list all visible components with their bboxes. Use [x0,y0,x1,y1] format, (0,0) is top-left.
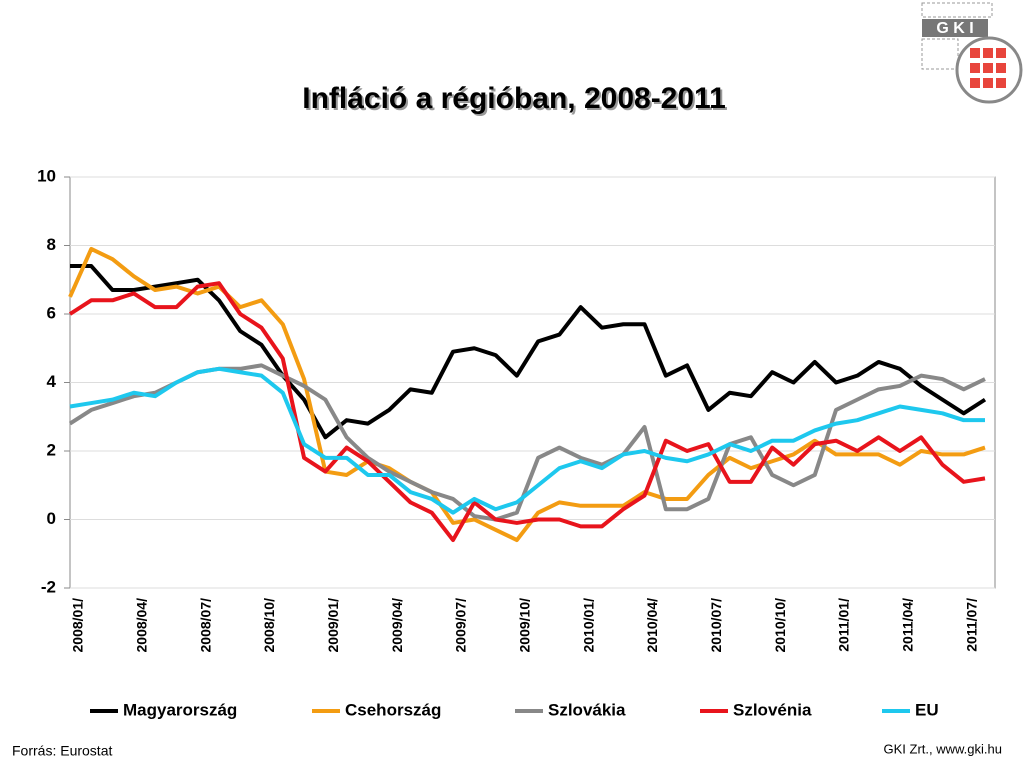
logo-dots [921,38,959,70]
x-tick-label: 2008/01/ [70,598,86,653]
x-tick-label: 2011/07/ [963,598,979,652]
series-line [70,264,987,440]
x-tick-label: 2008/07/ [197,598,213,653]
y-tick-label: 0 [47,509,56,528]
x-tick-label: 2010/10/ [772,598,788,653]
legend-label: Magyarország [123,700,237,719]
y-tick-label: 6 [47,303,56,322]
x-tick-label: 2009/04/ [389,598,405,653]
x-tick-label: 2008/04/ [134,598,150,653]
y-tick-label: 10 [37,166,56,185]
legend-label: Szlovákia [548,700,626,719]
y-tick-label: 2 [47,440,56,459]
x-tick-label: 2010/04/ [644,598,660,653]
x-tick-label: 2011/01/ [836,598,852,652]
legend-label: Csehország [345,700,441,719]
x-tick-label: 2009/01/ [325,598,341,653]
x-tick-label: 2009/10/ [517,598,533,653]
credit: GKI Zrt., www.gki.hu [884,741,1002,756]
series-line [68,281,986,543]
chart-title: Infláció a régióban, 2008-2011 [302,82,726,115]
x-tick-label: 2010/07/ [708,598,724,653]
x-tick-label: 2008/10/ [261,598,277,653]
legend-label: Szlovénia [733,700,812,719]
series-line [68,246,986,543]
y-tick-label: 8 [47,235,56,254]
series-line [69,366,985,515]
logo-squares [970,48,1006,88]
gki-logo: G K I [921,2,1023,104]
logo-dots [921,2,993,18]
y-tick-label: 4 [47,372,57,391]
logo-band [922,19,988,37]
source: Forrás: Eurostat [12,743,112,759]
y-tick-label: -2 [41,577,56,596]
x-tick-label: 2009/07/ [453,598,469,653]
x-tick-label: 2011/04/ [900,598,916,652]
logo-text: G K I [936,20,973,37]
legend-label: EU [915,700,939,719]
x-tick-label: 2010/01/ [580,598,596,653]
title-shadow: Infláció a régióban, 2008-2011 [304,84,728,117]
series-line [68,363,986,522]
